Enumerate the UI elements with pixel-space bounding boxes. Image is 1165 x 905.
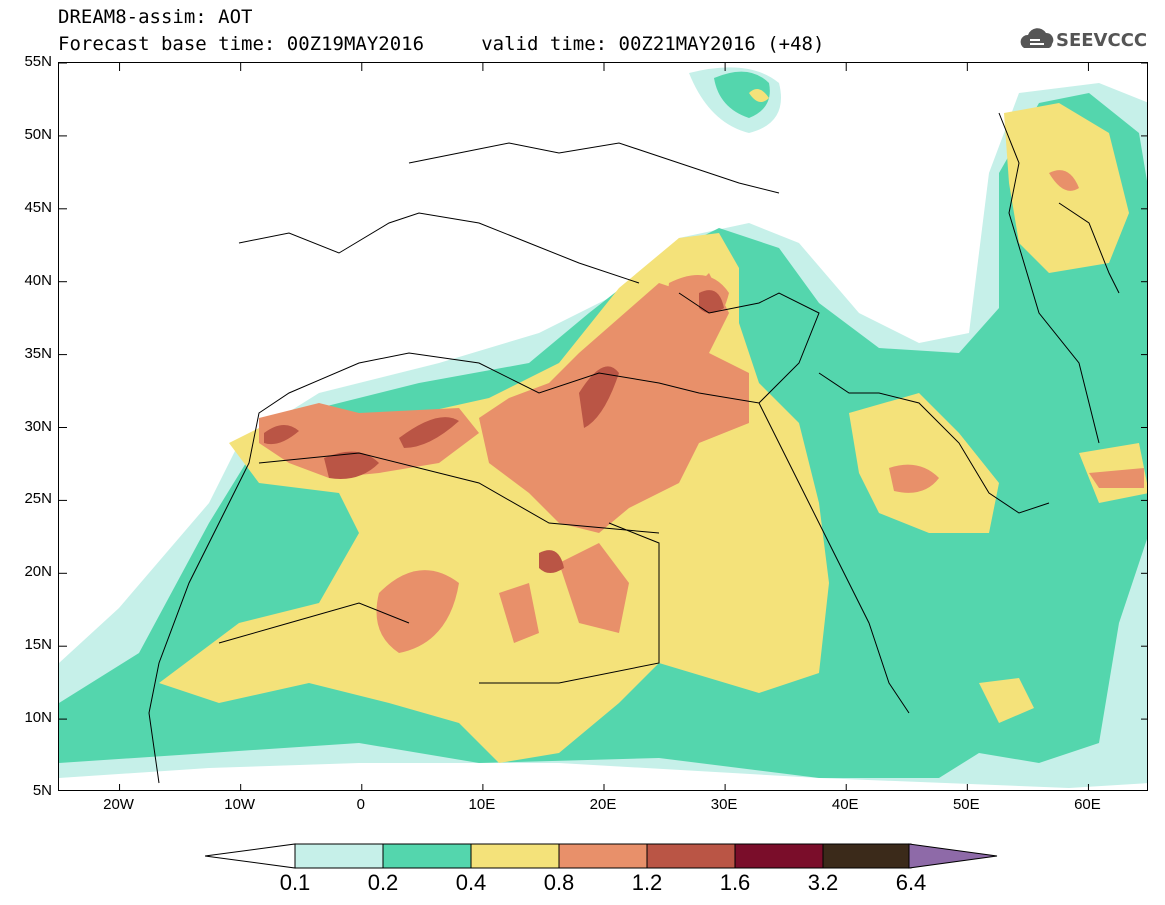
colorbar-level-label: 6.4: [895, 870, 927, 895]
aot-map: [58, 62, 1148, 791]
aot-contour-0.8: [889, 464, 939, 493]
colorbar-high-triangle: [908, 843, 998, 869]
longitude-label: 10E: [468, 796, 496, 813]
colorbar-swatch: [646, 843, 736, 869]
title-line-2: Forecast base time: 00Z19MAY2016 valid t…: [58, 33, 825, 55]
latitude-label: 35N: [24, 344, 52, 362]
colorbar-level-label: 0.2: [367, 870, 399, 895]
aot-contour-1.2: [264, 424, 299, 445]
colorbar-swatch: [382, 843, 472, 869]
aot-contour-1.2: [579, 366, 619, 428]
colorbar-swatch: [470, 843, 560, 869]
latitude-label: 40N: [24, 271, 52, 289]
aot-contour-0.8: [1089, 468, 1144, 488]
aot-contour-0.4: [849, 393, 999, 533]
aot-contour-0.8: [376, 570, 459, 653]
title-line-1: DREAM8-assim: AOT: [58, 6, 253, 28]
latitude-label: 45N: [24, 198, 52, 216]
axis-ticks: [59, 63, 1147, 790]
longitude-label: 50E: [952, 796, 980, 813]
aot-contour-0.8: [499, 583, 539, 643]
colorbar-level-label: 0.1: [279, 870, 311, 895]
aot-contour-0.8: [1049, 170, 1079, 191]
aot-contour-0.4: [979, 678, 1034, 723]
coastlines: [148, 112, 1120, 784]
colorbar-swatch: [822, 843, 912, 869]
aot-contour-1.2: [399, 417, 459, 448]
colorbar: [205, 843, 998, 869]
colorbar-level-label: 1.2: [631, 870, 663, 895]
colorbar-swatch: [558, 843, 648, 869]
longitude-label: 30E: [710, 796, 738, 813]
colorbar-level-label: 0.4: [455, 870, 487, 895]
latitude-label: 50N: [24, 125, 52, 143]
longitude-label: 10W: [224, 796, 256, 813]
aot-contour-0.4: [749, 89, 769, 102]
longitude-label: 40E: [831, 796, 859, 813]
latitude-label: 30N: [24, 417, 52, 435]
colorbar-low-triangle: [205, 843, 296, 869]
aot-field: [59, 63, 1147, 790]
aot-contour-0.2: [714, 71, 770, 118]
colorbar-swatch: [294, 843, 384, 869]
colorbar-level-label: 0.8: [543, 870, 575, 895]
longitude-label: 0: [356, 796, 365, 813]
aot-contour-1.2: [324, 451, 379, 479]
aot-contour-1.2: [699, 290, 724, 313]
colorbar-level-label: 1.6: [719, 870, 751, 895]
aot-contour-0.8: [668, 275, 729, 333]
longitude-label: 60E: [1074, 796, 1101, 813]
colorbar-swatch: [734, 843, 824, 869]
latitude-label: 55N: [24, 53, 52, 70]
longitude-label: 20E: [589, 796, 617, 813]
latitude-label: 20N: [24, 563, 52, 581]
aot-contour-1.2: [539, 550, 564, 573]
aot-contour-0.8: [479, 273, 749, 533]
latitude-label: 5N: [32, 782, 52, 799]
logo-text: SEEVCCC: [1056, 30, 1148, 51]
latitude-label: 10N: [24, 709, 52, 727]
aot-contour-0.8: [559, 543, 629, 633]
colorbar-level-label: 3.2: [807, 870, 839, 895]
aot-contour-0.8: [259, 403, 479, 478]
latitude-label: 25N: [24, 490, 52, 508]
latitude-label: 15N: [24, 636, 52, 654]
longitude-label: 20W: [103, 796, 134, 813]
cloud-logo-icon: [1020, 28, 1054, 48]
